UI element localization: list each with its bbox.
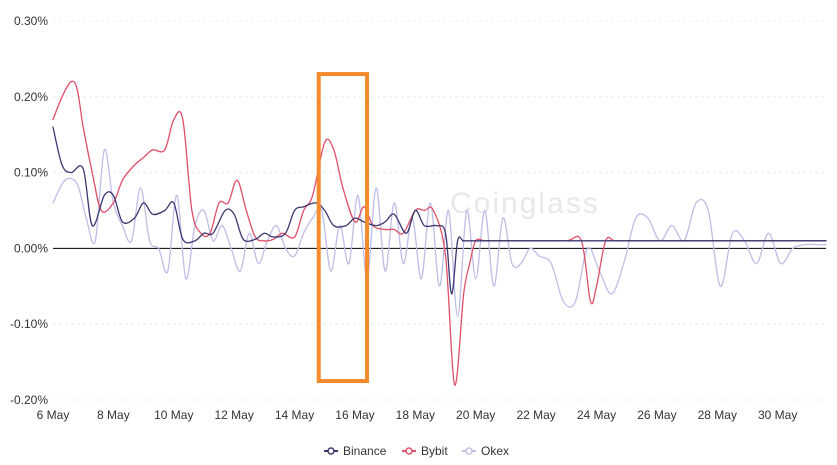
x-tick-label: 14 May <box>275 408 314 422</box>
x-tick-label: 18 May <box>396 408 435 422</box>
legend-label-okex: Okex <box>481 444 509 458</box>
grid-lines <box>53 20 826 401</box>
y-tick-label: 0.30% <box>14 14 48 28</box>
series-line-binance <box>52 126 827 295</box>
legend-marker-bybit <box>405 447 413 455</box>
x-tick-label: 16 May <box>335 408 374 422</box>
y-tick-label: -0.10% <box>10 317 48 331</box>
legend-marker-binance <box>327 447 335 455</box>
x-tick-label: 6 May <box>37 408 70 422</box>
legend-item-bybit[interactable]: Bybit <box>402 444 448 458</box>
chart-watermark: Coinglass <box>450 187 600 220</box>
x-axis: 6 May 8 May 10 May 12 May 14 May 16 May 18 May… <box>37 408 798 422</box>
legend-item-binance[interactable]: Binance <box>324 444 387 458</box>
x-tick-label: 26 May <box>637 408 676 422</box>
y-tick-label: -0.20% <box>10 393 48 407</box>
x-tick-label: 20 May <box>456 408 495 422</box>
legend-item-okex[interactable]: Okex <box>462 444 509 458</box>
highlight-box <box>316 72 370 384</box>
series-lines <box>52 80 827 386</box>
y-axis: 0.30% 0.20% 0.10% 0.00% -0.10% -0.20% <box>10 14 48 407</box>
highlight-rectangle <box>316 72 370 384</box>
y-tick-label: 0.20% <box>14 90 48 104</box>
x-tick-label: 30 May <box>758 408 797 422</box>
series-line-bybit <box>52 80 827 386</box>
legend-marker-okex <box>465 447 473 455</box>
x-tick-label: 24 May <box>577 408 616 422</box>
legend-label-bybit: Bybit <box>421 444 448 458</box>
legend[interactable]: Binance Bybit Okex <box>324 444 509 458</box>
x-tick-label: 8 May <box>97 408 130 422</box>
series-line-okex <box>52 148 827 318</box>
x-tick-label: 12 May <box>214 408 253 422</box>
x-tick-label: 28 May <box>698 408 737 422</box>
y-tick-label: 0.00% <box>14 241 48 255</box>
x-tick-label: 22 May <box>516 408 555 422</box>
legend-label-binance: Binance <box>343 444 387 458</box>
x-tick-label: 10 May <box>154 408 193 422</box>
y-tick-label: 0.10% <box>14 166 48 180</box>
